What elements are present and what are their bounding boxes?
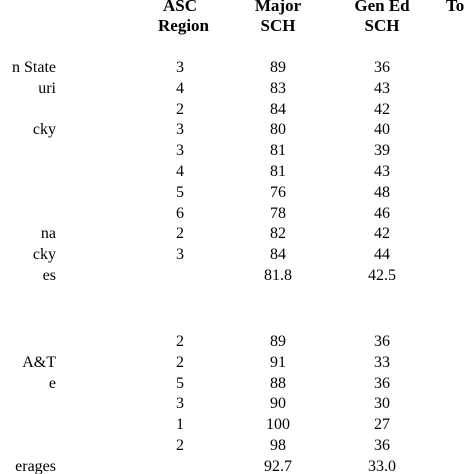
institution-name: cky (32, 246, 56, 264)
institution-name: e (48, 374, 56, 392)
gen-ed-sch-value: 36 (374, 374, 390, 392)
gen-ed-sch-value: 36 (374, 333, 390, 350)
major-sch-value: 92.7 (264, 457, 292, 474)
major-sch-value: 82 (270, 225, 286, 243)
major-sch-value: 83 (270, 79, 286, 97)
gen-ed-sch-value: 44 (374, 246, 390, 264)
asc-region-value: 6 (176, 204, 184, 222)
institution-name: erages (15, 457, 56, 474)
institution-name: uri (38, 79, 56, 97)
major-sch-value: 89 (270, 333, 286, 350)
major-sch-value: 81.8 (264, 267, 292, 284)
gen-ed-sch-value: 33.0 (368, 457, 396, 474)
header-asc-line2: Region (158, 16, 209, 35)
header-gened-line2: SCH (364, 16, 400, 35)
asc-region-value: 1 (176, 416, 184, 434)
gen-ed-sch-value: 40 (374, 121, 390, 139)
institution-name: A&T (22, 353, 56, 371)
major-sch-value: 98 (270, 437, 286, 454)
asc-region-value: 3 (176, 59, 184, 76)
major-sch-value: 76 (270, 183, 286, 201)
asc-region-value: 4 (176, 163, 184, 180)
asc-region-value: 3 (176, 395, 184, 413)
institution-name: na (40, 225, 56, 243)
asc-region-value: 5 (176, 374, 184, 392)
major-sch-value: 88 (270, 374, 286, 392)
asc-region-value: 2 (176, 100, 184, 118)
header-gened-line1: Gen Ed (354, 0, 410, 15)
gen-ed-sch-value: 33 (374, 353, 390, 371)
asc-region-value: 2 (176, 225, 184, 243)
major-sch-value: 78 (270, 204, 286, 222)
gen-ed-sch-value: 36 (374, 59, 390, 76)
asc-region-value: 2 (176, 333, 184, 350)
gen-ed-sch-value: 48 (374, 183, 390, 201)
major-sch-value: 84 (270, 246, 286, 264)
gen-ed-sch-value: 42 (374, 100, 390, 118)
gen-ed-sch-value: 27 (374, 416, 390, 434)
major-sch-value: 84 (270, 100, 286, 118)
asc-region-value: 3 (176, 246, 184, 264)
institution-name: n State (12, 59, 56, 76)
header-major-line2: SCH (260, 16, 296, 35)
major-sch-value: 80 (270, 121, 286, 139)
institution-name: es (42, 267, 56, 284)
asc-region-value: 3 (176, 142, 184, 160)
major-sch-value: 91 (270, 353, 286, 371)
major-sch-value: 89 (270, 59, 286, 76)
major-sch-value: 81 (270, 163, 286, 180)
asc-region-value: 5 (176, 183, 184, 201)
gen-ed-sch-value: 43 (374, 79, 390, 97)
header-gen-ed-sch: Gen Ed SCH (350, 0, 414, 36)
asc-region-value: 3 (176, 121, 184, 139)
gen-ed-sch-value: 36 (374, 437, 390, 454)
major-sch-value: 100 (266, 416, 290, 434)
gen-ed-sch-value: 42 (374, 225, 390, 243)
header-total: To (446, 0, 465, 15)
header-asc-region: ASC Region (158, 0, 209, 36)
header-major-sch: Major SCH (250, 0, 306, 36)
major-sch-value: 90 (270, 395, 286, 413)
gen-ed-sch-value: 30 (374, 395, 390, 413)
gen-ed-sch-value: 42.5 (368, 267, 396, 284)
institution-name: cky (32, 121, 56, 139)
header-major-line1: Major (254, 0, 302, 15)
major-sch-value: 81 (270, 142, 286, 160)
asc-region-value: 2 (176, 353, 184, 371)
asc-region-value: 2 (176, 437, 184, 454)
header-asc-line1: ASC (162, 0, 197, 15)
gen-ed-sch-value: 43 (374, 163, 390, 180)
gen-ed-sch-value: 46 (374, 204, 390, 222)
asc-region-value: 4 (176, 79, 184, 97)
gen-ed-sch-value: 39 (374, 142, 390, 160)
